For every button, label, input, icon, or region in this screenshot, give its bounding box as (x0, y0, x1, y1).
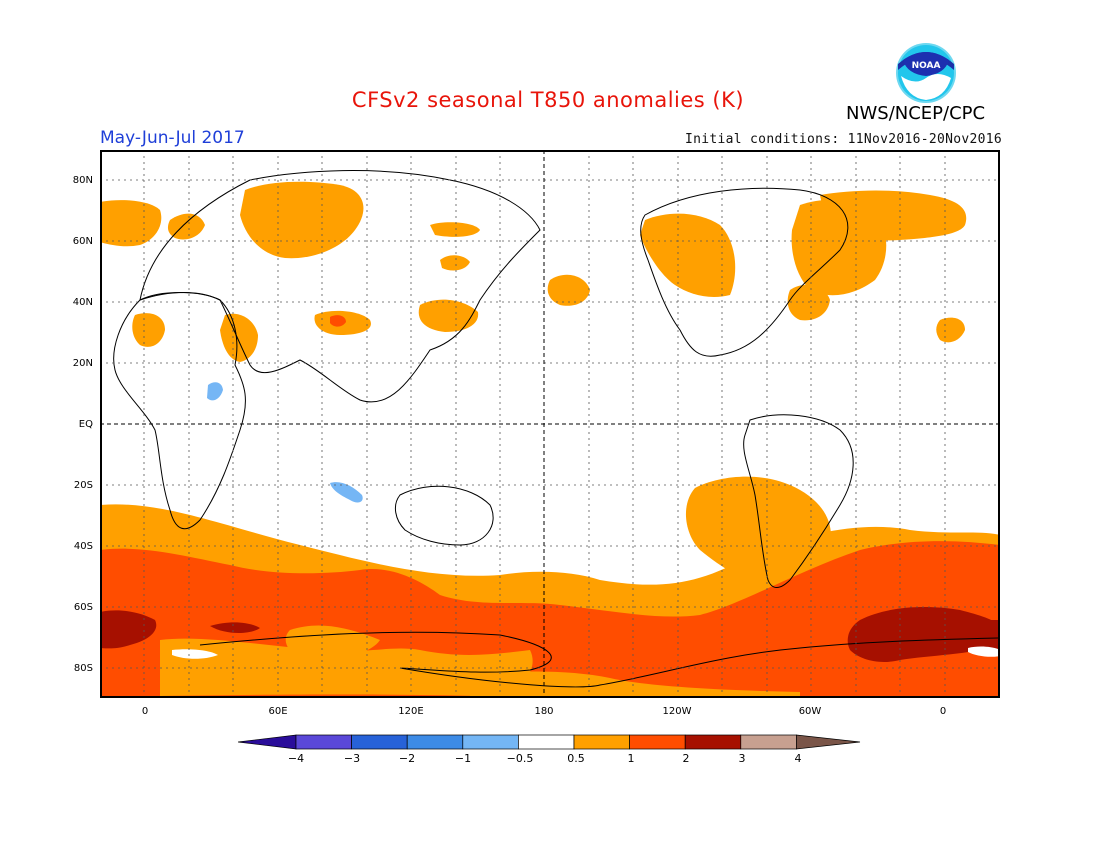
indian-ocean-cool-patch (330, 482, 363, 503)
lat-label-40n: 40N (72, 297, 93, 308)
africa-coastline (113, 292, 246, 530)
map-canvas (102, 152, 998, 696)
lat-label-eq: EQ (78, 419, 93, 430)
colorbar-label-4: 4 (794, 752, 802, 765)
eurasia-coastline (139, 170, 541, 403)
initial-conditions-label: Initial conditions: 11Nov2016-20Nov2016 (685, 132, 1002, 147)
lat-label-80n: 80N (72, 175, 93, 186)
noaa-logo-icon: NOAA (896, 43, 956, 103)
lon-label-120w: 120W (662, 706, 692, 717)
scandinavia-warm-patch (167, 213, 205, 240)
anomaly-fills (102, 181, 998, 696)
colorbar-bin-2-3 (684, 734, 742, 750)
colorbar-bin-neg2-neg1 (406, 734, 464, 750)
strong-warm-anomaly-west (102, 610, 157, 649)
bering-sea-warm-patch (430, 222, 480, 237)
lon-label-0: 0 (141, 706, 149, 717)
svg-text:NOAA: NOAA (912, 61, 941, 71)
north-america-west-warm-region (640, 213, 736, 297)
map-title: CFSv2 seasonal T850 anomalies (K) (351, 88, 745, 112)
strong-warm-anomaly-weddell (847, 607, 998, 662)
arabia-warm-patch (220, 313, 258, 362)
siberia-warm-region (240, 181, 364, 259)
colorbar-bin-neg3-neg2 (351, 734, 408, 750)
lat-label-40s: 40S (73, 541, 93, 552)
lat-label-60s: 60S (73, 602, 93, 613)
antarctic-neutral-patch (172, 649, 218, 659)
agency-label: NWS/NCEP/CPC (846, 103, 986, 124)
lon-label-60e: 60E (268, 706, 288, 717)
anomaly-map (100, 150, 1000, 698)
colorbar-label-1: 1 (627, 752, 635, 765)
coastlines (113, 170, 998, 688)
colorbar-bin-neg4-neg3 (295, 734, 352, 750)
reference-lines (102, 152, 998, 696)
colorbar-label-neg05: −0.5 (506, 752, 534, 765)
antarctica-coastline (199, 631, 998, 688)
lat-label-20s: 20S (73, 480, 93, 491)
colorbar-bin-05-1 (573, 734, 630, 750)
antarctic-warm-patch-2 (285, 625, 380, 660)
lat-label-60n: 60N (72, 236, 93, 247)
east-africa-cool-patch (207, 382, 223, 401)
north-atlantic-warm-east (787, 284, 830, 321)
antarctic-neutral-patch-2 (968, 646, 998, 657)
lat-label-20n: 20N (72, 358, 93, 369)
south-america-coastline (743, 414, 854, 588)
tibet-strong-warm-patch (330, 315, 346, 327)
antarctic-warm-interior (160, 638, 533, 696)
colorbar-bin-neutral (518, 734, 575, 750)
lat-label-80s: 80S (73, 663, 93, 674)
colorbar-label-neg3: −3 (343, 752, 361, 765)
colorbar-bin-3-4 (740, 734, 797, 750)
north-atlantic-warm-west (102, 200, 162, 247)
australia-coastline (394, 485, 494, 546)
strong-warm-anomaly-weddell-2 (990, 620, 998, 650)
colorbar-bin-1-2 (629, 734, 686, 750)
antarctic-warm-patch-3 (470, 671, 800, 696)
season-label: May-Jun-Jul 2017 (100, 128, 245, 148)
lon-label-120e: 120E (398, 706, 424, 717)
colorbar-low-arrow (238, 734, 297, 750)
north-africa-warm-patch (132, 313, 165, 347)
east-asia-warm-patch (440, 255, 470, 271)
north-pacific-warm-patch (547, 274, 590, 306)
colorbar-bin-neg1-neg05 (462, 734, 519, 750)
colorbar-label-3: 3 (738, 752, 746, 765)
graticule (102, 152, 998, 696)
lon-label-180: 180 (534, 706, 554, 717)
colorbar (238, 734, 861, 750)
strong-warm-anomaly-ross (210, 622, 260, 634)
japan-warm-patch (418, 299, 479, 332)
lon-label-60w: 60W (798, 706, 822, 717)
colorbar-label-2: 2 (682, 752, 690, 765)
north-america-coastline (640, 187, 849, 357)
west-africa-warm-patch (936, 317, 965, 343)
greenland-warm-region (820, 190, 967, 241)
colorbar-label-neg2: −2 (398, 752, 416, 765)
lon-label-0-east: 0 (939, 706, 947, 717)
colorbar-label-neg4: −4 (287, 752, 305, 765)
colorbar-label-neg1: −1 (454, 752, 472, 765)
colorbar-label-05: 0.5 (567, 752, 585, 765)
colorbar-high-arrow (796, 734, 861, 750)
